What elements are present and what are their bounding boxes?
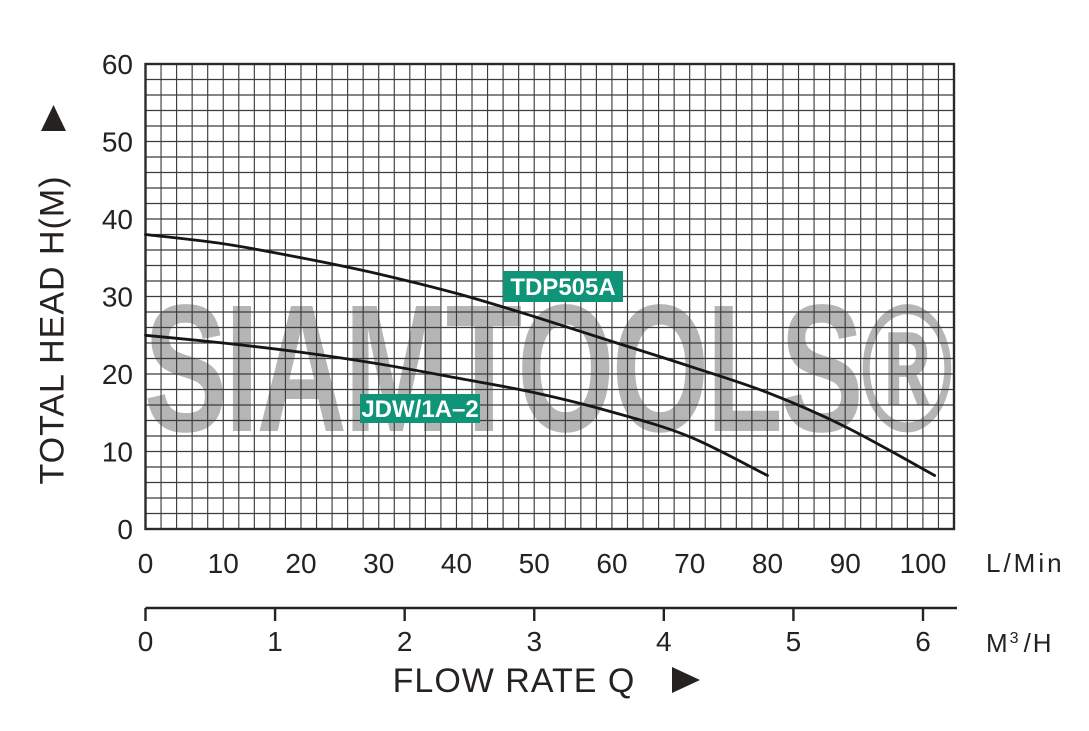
x-tick-label: 30 <box>363 548 394 579</box>
y-tick-label: 10 <box>102 437 133 468</box>
y-axis-title: TOTAL HEAD H(M) <box>33 175 72 485</box>
x-tick-label: 70 <box>674 548 705 579</box>
x-tick-label: 90 <box>830 548 861 579</box>
y-tick-label: 30 <box>102 282 133 313</box>
y-tick-label: 50 <box>102 127 133 158</box>
secondary-axis-tick-label: 6 <box>915 626 931 657</box>
y-tick-label: 0 <box>117 514 133 545</box>
secondary-axis-tick-label: 2 <box>397 626 413 657</box>
x-axis-right-triangle-icon <box>670 666 701 699</box>
x-tick-label: 10 <box>208 548 239 579</box>
series-layer <box>144 233 937 477</box>
series-label-layer: TDP505A JDW/1A–2 <box>360 271 623 423</box>
series-label-box-1 <box>360 394 480 423</box>
y-axis-up-triangle-icon <box>40 104 67 137</box>
x-tick-label: 100 <box>900 548 947 579</box>
x-axis-secondary-unit: M3/H <box>986 628 1054 659</box>
series-label-box-0 <box>503 271 623 302</box>
grid-border <box>144 62 956 531</box>
x-tick-label: 40 <box>441 548 472 579</box>
y-tick-label: 40 <box>102 204 133 235</box>
secondary-axis-tick-label: 0 <box>138 626 154 657</box>
axis-layer: 0 10 20 30 40 50 60 0 10 20 30 40 50 60 70 80 90 100 0 1 2 3 4… <box>102 49 957 657</box>
unit-m3h-rest: /H <box>1023 628 1054 658</box>
secondary-axis-tick-label: 3 <box>526 626 542 657</box>
x-axis-primary-unit: L/Min <box>986 548 1065 578</box>
series-curve-1 <box>144 333 769 477</box>
series-label-text-0: TDP505A <box>510 274 615 301</box>
unit-m3h-base: M <box>986 628 1010 658</box>
secondary-axis-tick-label: 4 <box>656 626 672 657</box>
x-tick-label: 20 <box>285 548 316 579</box>
x-tick-label: 60 <box>596 548 627 579</box>
secondary-axis-tick-label: 5 <box>786 626 802 657</box>
x-tick-label: 0 <box>138 548 154 579</box>
x-tick-label: 80 <box>752 548 783 579</box>
y-tick-label: 20 <box>102 359 133 390</box>
unit-m3h-superscript: 3 <box>1009 630 1019 647</box>
x-tick-label: 50 <box>519 548 550 579</box>
secondary-axis-tick-label: 1 <box>267 626 283 657</box>
grid-layer <box>144 62 956 531</box>
y-tick-label: 60 <box>102 49 133 80</box>
x-axis-title: FLOW RATE Q <box>392 662 636 700</box>
series-label-text-1: JDW/1A–2 <box>361 396 478 423</box>
series-curve-0 <box>144 233 937 477</box>
